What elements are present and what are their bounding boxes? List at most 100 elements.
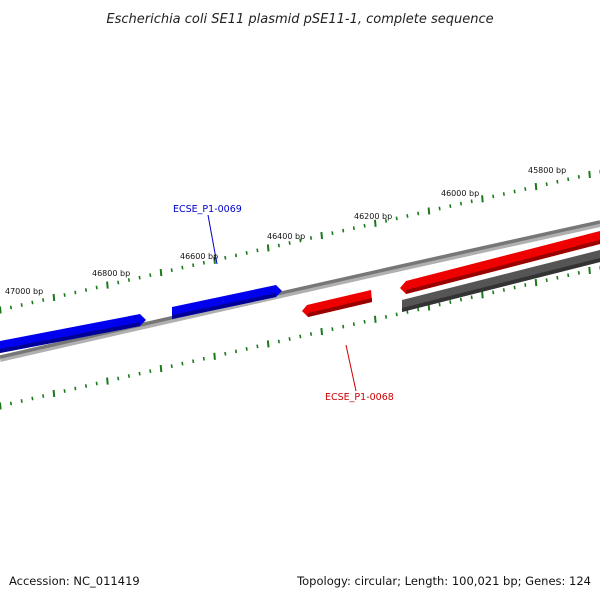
inner-scale-tick (181, 361, 184, 366)
outer-scale-tick (502, 192, 505, 196)
inner-scale-tick (170, 364, 173, 369)
inner-scale-tick (138, 371, 141, 376)
outer-scale-tick (20, 303, 23, 307)
outer-scale-tick (106, 281, 109, 289)
inner-scale-tick (374, 315, 377, 323)
gene-gray-right[interactable] (402, 250, 600, 312)
inner-scale-tick (224, 351, 227, 356)
outer-scale-tick (234, 253, 238, 258)
topology-summary: Topology: circular; Length: 100,021 bp; … (296, 574, 591, 588)
outer-scale-tick (567, 177, 570, 182)
inner-scale-tick (492, 290, 495, 295)
inner-scale-tick (577, 270, 580, 275)
scale-label-46400: 46400 bp (267, 232, 305, 241)
scale-label-47000: 47000 bp (5, 287, 43, 296)
outer-scale-tick (331, 231, 334, 236)
inner-scale-tick (406, 310, 409, 314)
outer-scale-tick (320, 232, 323, 240)
gene-label-ECSE_P1-0069[interactable]: ECSE_P1-0069 (173, 204, 242, 215)
inner-scale-tick (149, 369, 152, 374)
gene-ECSE_P1-0069[interactable] (172, 285, 282, 319)
outer-scale-tick (277, 243, 280, 248)
inner-scale-tick (84, 384, 88, 388)
outer-scale-tick (74, 290, 77, 295)
outer-scale-tick (127, 278, 130, 282)
inner-scale-tick (363, 319, 366, 324)
inner-scale-tick (20, 399, 23, 403)
outer-scale-tick (9, 305, 13, 310)
accession-text: Accession: NC_011419 (9, 574, 140, 588)
inner-scale-tick (556, 275, 559, 280)
inner-scale-tick (117, 376, 120, 381)
outer-scale-tick (470, 199, 473, 204)
outer-scale-tick (159, 269, 163, 277)
inner-scale-tick (63, 389, 66, 393)
gene-blue-left[interactable] (0, 314, 146, 353)
scale-label-46800: 46800 bp (92, 269, 130, 278)
outer-scale-tick (31, 300, 34, 305)
outer-scale-tick (406, 214, 409, 218)
inner-scale-tick (42, 394, 45, 398)
outer-scale-tick (427, 207, 431, 215)
outer-scale-tick (170, 268, 173, 273)
outer-scale-tick (481, 195, 484, 203)
inner-scale-tick (0, 402, 2, 410)
outer-scale-tick (149, 273, 152, 278)
map-title: Escherichia coli SE11 plasmid pSE11-1, c… (106, 12, 493, 27)
outer-scale-tick (0, 306, 2, 314)
outer-scale-tick (342, 228, 345, 233)
outer-scale-tick (84, 288, 88, 292)
inner-scale-tick (320, 328, 323, 336)
scale-label-46200: 46200 bp (354, 212, 392, 221)
inner-scale-tick (106, 377, 109, 385)
outer-scale-tick (352, 226, 355, 231)
outer-scale-tick (459, 201, 463, 206)
outer-scale-tick (384, 218, 388, 223)
outer-scale-tick (577, 174, 580, 179)
inner-scale-tick (202, 356, 205, 361)
inner-scale-tick (331, 327, 334, 332)
outer-scale-tick (245, 250, 248, 255)
scale-label-46000: 46000 bp (441, 189, 479, 198)
inner-scale-tick (266, 340, 270, 348)
inner-scale-tick (9, 401, 13, 406)
inner-scale-tick (31, 396, 34, 401)
leader-line-ECSE_P1-0069 (207, 214, 218, 265)
outer-scale-tick (288, 241, 291, 245)
outer-scale-tick (556, 179, 559, 184)
outer-scale-tick (299, 238, 302, 243)
outer-scale-ticks (0, 170, 600, 314)
outer-scale-tick (181, 265, 184, 270)
outer-scale-tick (417, 211, 420, 216)
outer-scale-tick (95, 285, 98, 290)
inner-scale-tick (52, 389, 56, 398)
scale-label-45800: 45800 bp (528, 166, 566, 175)
inner-scale-tick (545, 278, 548, 283)
gene-ECSE_P1-0068[interactable] (302, 290, 372, 317)
backbone-line (0, 220, 600, 359)
inner-scale-tick (309, 332, 313, 336)
inner-scale-tick (502, 288, 505, 292)
inner-scale-tick (459, 297, 463, 302)
gene-label-ECSE_P1-0068[interactable]: ECSE_P1-0068 (325, 392, 394, 403)
outer-scale-tick (224, 255, 227, 260)
outer-scale-tick (138, 275, 141, 280)
outer-scale-tick (438, 206, 441, 211)
inner-scale-tick (288, 337, 291, 341)
leader-line-ECSE_P1-0068 (345, 344, 357, 392)
outer-scale-tick (374, 219, 377, 227)
inner-scale-tick (513, 285, 516, 290)
inner-scale-tick (470, 295, 473, 300)
inner-scale-tick (213, 352, 216, 360)
outer-scale-tick (266, 244, 270, 252)
gene-red-right[interactable] (400, 231, 600, 294)
inner-scale-tick (481, 291, 484, 299)
inner-scale-tick (395, 312, 398, 317)
inner-scale-tick (127, 374, 130, 378)
inner-scale-tick (159, 365, 163, 373)
inner-scale-tick (524, 283, 527, 287)
outer-scale-tick (256, 248, 259, 253)
outer-scale-tick (309, 236, 313, 240)
